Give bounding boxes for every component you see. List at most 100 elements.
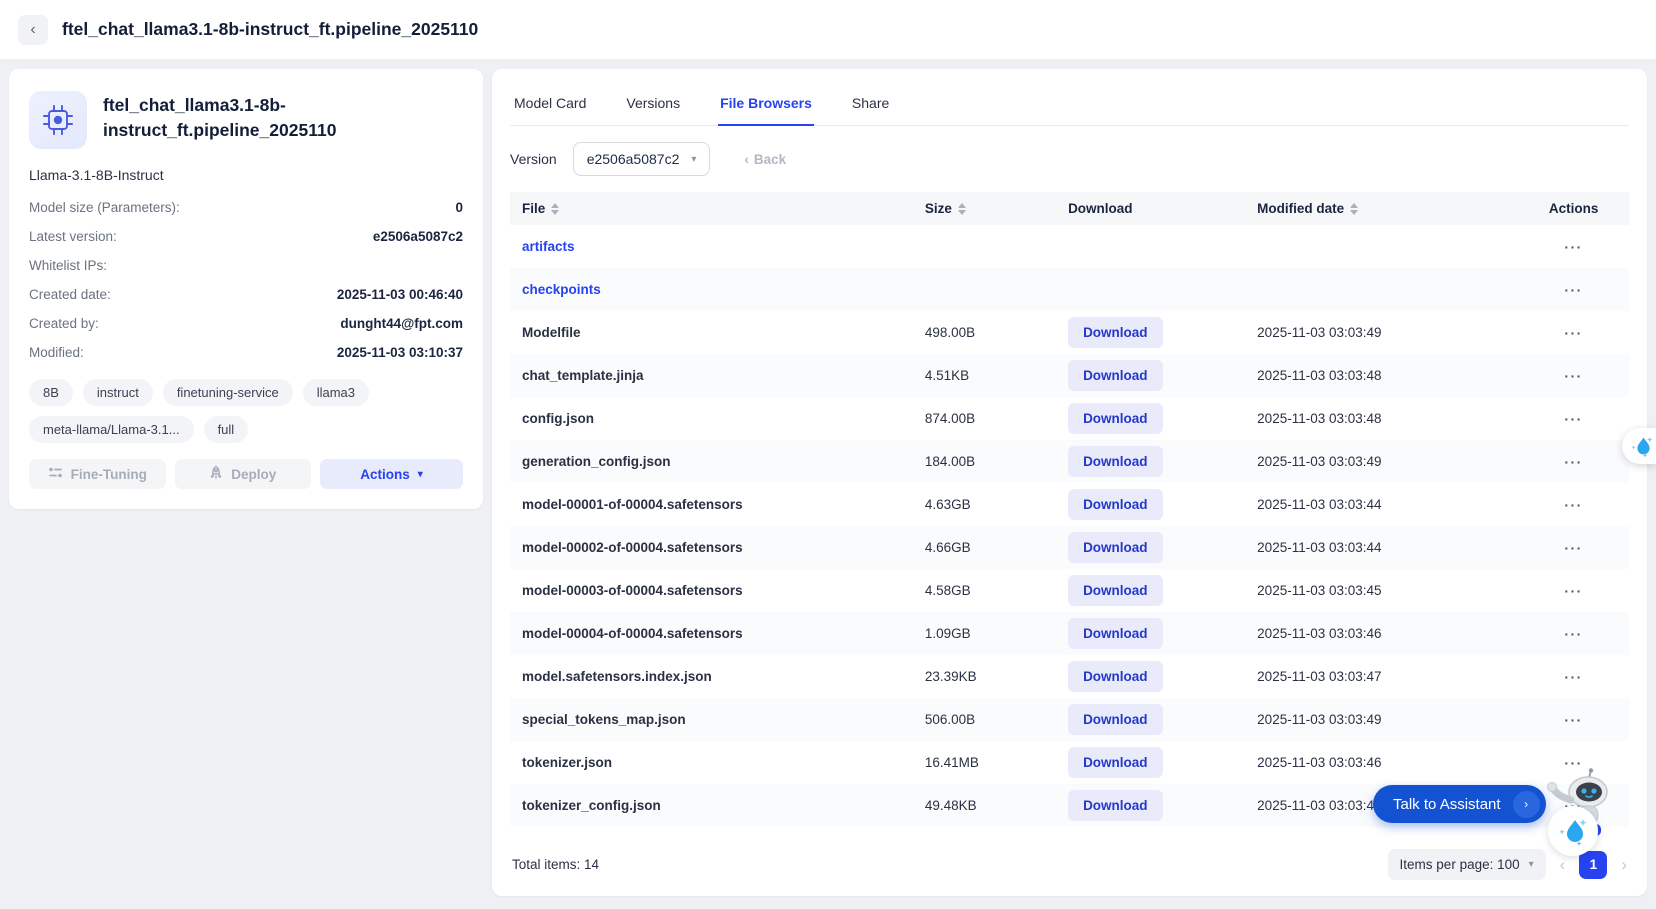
folder-link[interactable]: artifacts: [522, 239, 575, 254]
column-header-modified-date[interactable]: Modified date: [1245, 192, 1519, 225]
column-label: Download: [1068, 201, 1133, 216]
download-button[interactable]: Download: [1068, 360, 1163, 391]
download-button[interactable]: Download: [1068, 403, 1163, 434]
file-size: 4.66GB: [924, 540, 971, 555]
file-name: model-00002-of-00004.safetensors: [522, 540, 743, 555]
table-row: model.safetensors.index.json 23.39KB Downl…: [510, 655, 1629, 698]
modified-date: 2025-11-03 03:03:44: [1257, 540, 1382, 555]
back-button[interactable]: ‹: [18, 14, 48, 45]
folder-back-link[interactable]: ‹ Back: [744, 152, 786, 167]
file-name: tokenizer.json: [522, 755, 613, 770]
column-label: Size: [924, 201, 952, 216]
column-header-file[interactable]: File: [510, 192, 913, 225]
row-actions-menu[interactable]: ···: [1564, 668, 1583, 685]
file-name: generation_config.json: [522, 454, 671, 469]
sort-icon[interactable]: [957, 203, 966, 216]
row-actions-menu[interactable]: ···: [1564, 238, 1583, 255]
top-header: ‹ ftel_chat_llama3.1-8b-instruct_ft.pipe…: [0, 0, 1656, 60]
actions-label: Actions: [360, 466, 410, 482]
download-button[interactable]: Download: [1068, 446, 1163, 477]
table-row: tokenizer.json 16.41MB Download 2025-11-03 …: [510, 741, 1629, 784]
row-actions-menu[interactable]: ···: [1564, 367, 1583, 384]
meta-label: Created by:: [29, 316, 99, 331]
file-table-header: File Size Download Modified date Actions: [510, 192, 1629, 225]
version-row: Version e2506a5087c2 ▾ ‹ Back: [510, 142, 1629, 176]
row-actions-menu[interactable]: ···: [1564, 711, 1583, 728]
talk-to-assistant-button[interactable]: Talk to Assistant ›: [1373, 785, 1546, 823]
download-button[interactable]: Download: [1068, 489, 1163, 520]
modified-date: 2025-11-03 03:03:47: [1257, 669, 1382, 684]
modified-date: 2025-11-03 03:03:49: [1257, 325, 1382, 340]
model-tag: full: [203, 416, 249, 443]
deploy-label: Deploy: [231, 466, 277, 482]
model-meta-row: Created date: 2025-11-03 00:46:40: [29, 280, 463, 309]
tab-versions[interactable]: Versions: [624, 85, 682, 126]
folder-back-label: Back: [753, 151, 787, 167]
page-1-button[interactable]: 1: [1579, 850, 1608, 879]
download-button[interactable]: Download: [1068, 575, 1163, 606]
file-name: chat_template.jinja: [522, 368, 644, 383]
folder-link[interactable]: checkpoints: [522, 282, 601, 297]
row-actions-menu[interactable]: ···: [1564, 453, 1583, 470]
model-meta-row: Modified: 2025-11-03 03:10:37: [29, 338, 463, 367]
row-actions-menu[interactable]: ···: [1564, 754, 1583, 771]
assistant-edge-widget[interactable]: [1622, 428, 1656, 464]
column-label: File: [522, 201, 546, 216]
row-actions-menu[interactable]: ···: [1564, 281, 1583, 298]
tab-label: Model Card: [514, 95, 587, 111]
download-button[interactable]: Download: [1068, 747, 1163, 778]
sort-icon[interactable]: [551, 203, 560, 216]
table-row: special_tokens_map.json 506.00B Download 20…: [510, 698, 1629, 741]
items-per-page-select[interactable]: Items per page: 100 ▾: [1387, 849, 1546, 880]
tab-share[interactable]: Share: [850, 85, 891, 126]
actions-button[interactable]: Actions ▾: [320, 459, 463, 489]
download-button[interactable]: Download: [1068, 790, 1163, 821]
row-actions-menu[interactable]: ···: [1564, 410, 1583, 427]
chevron-down-icon: ▾: [417, 468, 423, 480]
download-button[interactable]: Download: [1068, 661, 1163, 692]
meta-label: Latest version:: [29, 229, 117, 244]
items-per-page-label: Items per page: 100: [1399, 857, 1520, 872]
modified-date: 2025-11-03 03:03:48: [1257, 368, 1382, 383]
fine-tuning-button[interactable]: Fine-Tuning: [29, 459, 166, 489]
deploy-button[interactable]: Deploy: [174, 459, 311, 489]
download-button[interactable]: Download: [1068, 532, 1163, 563]
chevron-right-icon: ›: [1512, 790, 1540, 818]
column-header-download: Download: [1056, 192, 1246, 225]
tab-file-browsers[interactable]: File Browsers: [718, 85, 814, 126]
row-actions-menu[interactable]: ···: [1564, 324, 1583, 341]
modified-date: 2025-11-03 03:03:47: [1257, 798, 1382, 813]
row-actions-menu[interactable]: ···: [1564, 625, 1583, 642]
tab-model-card[interactable]: Model Card: [512, 85, 588, 126]
base-model-name: Llama-3.1-8B-Instruct: [29, 167, 164, 183]
next-page-button[interactable]: ›: [1621, 854, 1627, 874]
model-tag: llama3: [302, 379, 369, 406]
tab-label: Versions: [626, 95, 681, 111]
table-row: artifacts ···: [510, 225, 1629, 268]
download-button[interactable]: Download: [1068, 317, 1163, 348]
column-header-size[interactable]: Size: [912, 192, 1057, 225]
column-label: Actions: [1548, 201, 1599, 216]
file-name: model-00003-of-00004.safetensors: [522, 583, 743, 598]
water-drop-badge[interactable]: [1548, 806, 1598, 856]
prev-page-button[interactable]: ‹: [1559, 854, 1566, 874]
download-button[interactable]: Download: [1068, 618, 1163, 649]
row-actions-menu[interactable]: ···: [1564, 539, 1583, 556]
modified-date: [1245, 225, 1518, 268]
file-size: 4.51KB: [924, 368, 970, 383]
file-name: model-00004-of-00004.safetensors: [522, 626, 743, 641]
file-browser-card: Model Card Versions File Browsers Share Ver…: [492, 69, 1647, 896]
modified-date: 2025-11-03 03:03:46: [1257, 626, 1382, 641]
file-size: 506.00B: [924, 712, 976, 727]
pagination: Items per page: 100 ▾ ‹ 1 ›: [1387, 849, 1627, 880]
file-size: 874.00B: [924, 411, 976, 426]
version-select[interactable]: e2506a5087c2 ▾: [572, 142, 711, 176]
row-actions-menu[interactable]: ···: [1564, 582, 1583, 599]
table-row: model-00002-of-00004.safetensors 4.66GB Do…: [510, 526, 1629, 569]
meta-value: 2025-11-03 00:46:40: [336, 287, 463, 302]
meta-label: Model size (Parameters):: [29, 200, 180, 215]
table-row: model-00003-of-00004.safetensors 4.58GB Do…: [510, 569, 1629, 612]
sort-icon[interactable]: [1350, 203, 1359, 216]
download-button[interactable]: Download: [1068, 704, 1163, 735]
row-actions-menu[interactable]: ···: [1564, 496, 1583, 513]
